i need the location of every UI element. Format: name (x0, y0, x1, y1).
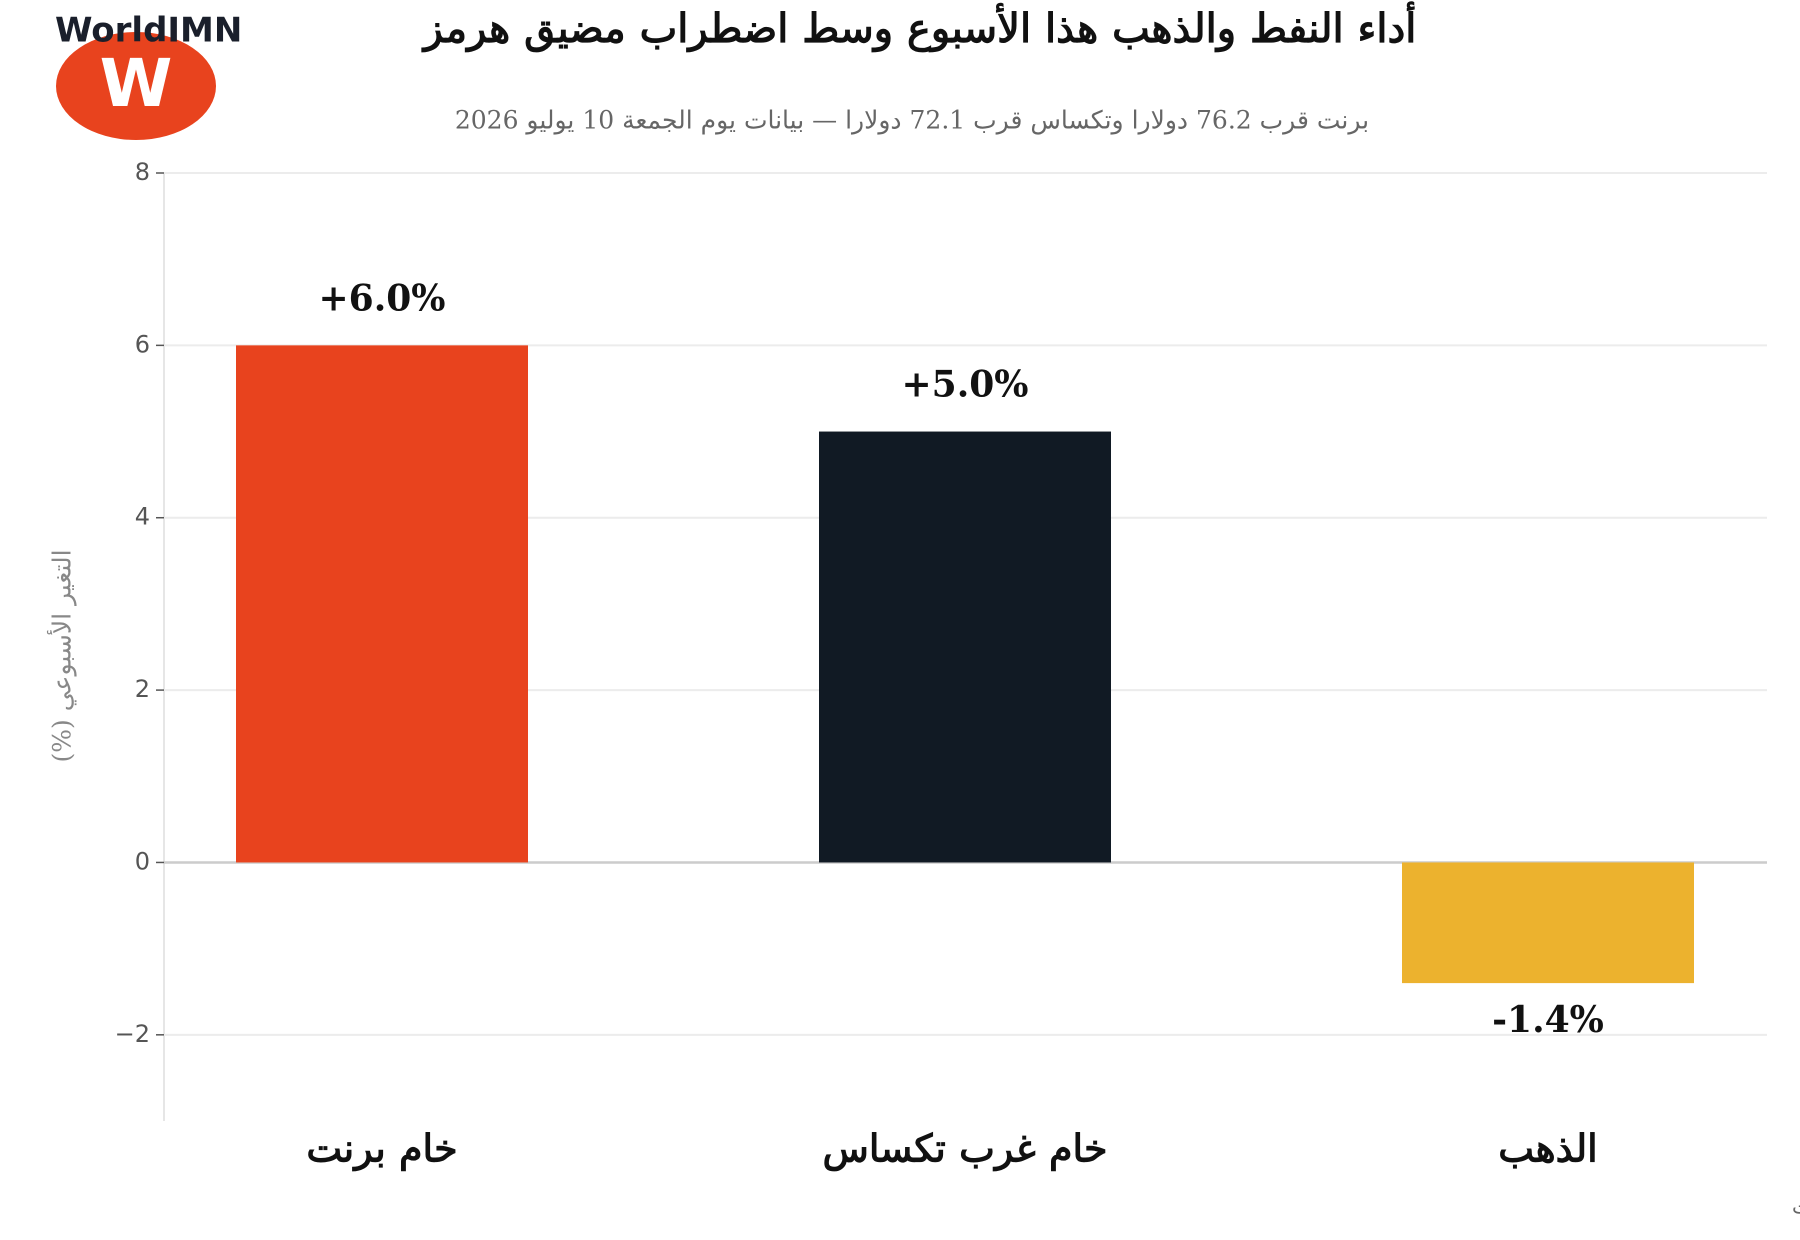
chart-subtitle: برنت قرب 76.2 دولارا وتكساس قرب 72.1 دول… (455, 106, 1369, 136)
logo-badge (56, 32, 216, 140)
bar (1402, 862, 1694, 984)
source-note: المصدر: رويترز وسي إن بي سي — عبر الجزير… (1792, 1195, 1800, 1220)
bar (236, 345, 528, 863)
y-tick-label: 0 (135, 847, 150, 875)
y-tick-label: −2 (115, 1020, 150, 1048)
logo-name: WorldIMN (55, 11, 242, 51)
x-tick-label: خام برنت (306, 1126, 457, 1172)
y-tick-label: 4 (135, 503, 150, 531)
x-tick-label: الذهب (1498, 1126, 1597, 1171)
chart-title: أداء النفط والذهب هذا الأسبوع وسط اضطراب… (421, 0, 1417, 53)
x-tick-label: خام غرب تكساس (822, 1126, 1107, 1172)
y-tick-label: 6 (135, 330, 150, 358)
y-axis-label: التغير الأسبوعي (%) (46, 549, 78, 762)
value-label: -1.4% (1492, 999, 1604, 1041)
value-label: +6.0% (318, 277, 445, 319)
value-label: +5.0% (901, 364, 1028, 406)
bar (819, 431, 1111, 863)
y-tick-label: 8 (135, 158, 150, 186)
logo-letter: W (100, 45, 173, 122)
y-tick-label: 2 (135, 675, 150, 703)
